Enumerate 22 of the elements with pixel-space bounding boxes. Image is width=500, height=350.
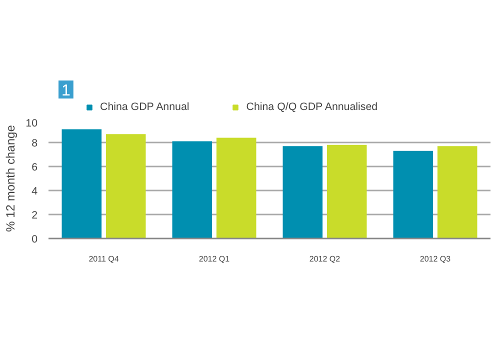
y-axis-title: % 12 month change: [4, 124, 18, 232]
x-tick-label: 2011 Q4: [88, 254, 120, 264]
x-tick-label: 2012 Q2: [309, 254, 341, 264]
bar: [62, 129, 102, 238]
bar: [437, 146, 478, 238]
y-tick-label: 6: [32, 162, 38, 174]
x-tick-label: 2012 Q1: [198, 254, 230, 264]
legend-label: China Q/Q GDP Annualised: [246, 101, 378, 113]
bar: [326, 144, 367, 238]
text: 1: [62, 82, 70, 100]
bar: [106, 134, 146, 238]
bar: [172, 141, 212, 238]
bar: [216, 138, 256, 238]
legend-label: China GDP Annual: [100, 101, 190, 113]
y-tick-label: 4: [32, 186, 38, 198]
y-tick-label: 0: [32, 234, 38, 246]
y-tick-label: 8: [32, 138, 38, 150]
y-tick-label: 10: [26, 118, 38, 130]
bar: [393, 150, 434, 238]
bar: [282, 146, 323, 238]
x-tick-label: 2012 Q3: [420, 254, 452, 264]
y-tick-label: 2: [32, 210, 38, 222]
